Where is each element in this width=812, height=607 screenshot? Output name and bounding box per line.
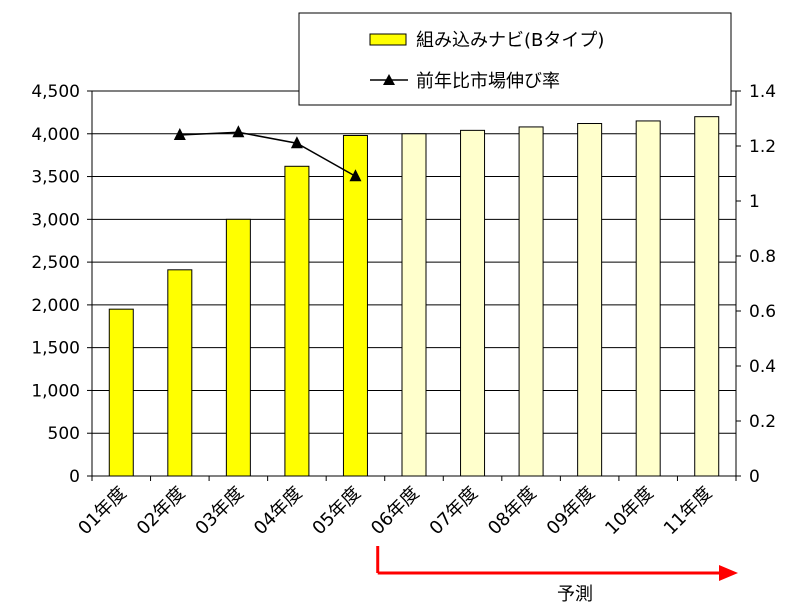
x-tick-label: 03年度 xyxy=(191,483,248,540)
line-marker xyxy=(173,128,186,140)
forecast-arrow-head xyxy=(719,565,738,581)
x-tick-label: 04年度 xyxy=(250,483,307,540)
line-marker xyxy=(349,169,362,182)
right-tick-label: 0.8 xyxy=(749,247,776,267)
right-tick-label: 1.2 xyxy=(749,137,776,157)
line-series xyxy=(173,125,362,182)
x-tick-label: 09年度 xyxy=(543,483,600,540)
bar xyxy=(342,134,368,477)
right-tick-label: 0.4 xyxy=(749,357,776,377)
left-tick-label: 500 xyxy=(48,424,80,444)
x-tick-label: 02年度 xyxy=(133,483,190,540)
legend-box xyxy=(298,12,732,106)
x-tick-label: 06年度 xyxy=(367,483,424,540)
bar-series xyxy=(108,116,720,477)
legend-label-line: 前年比市場伸び率 xyxy=(416,71,560,92)
bar xyxy=(108,308,134,477)
bar xyxy=(518,126,544,477)
left-tick-label: 1,000 xyxy=(31,381,80,401)
left-tick-label: 4,000 xyxy=(31,125,80,145)
bar xyxy=(460,129,486,477)
bar xyxy=(635,120,661,477)
left-tick-label: 2,000 xyxy=(31,296,80,316)
bar xyxy=(225,218,251,477)
right-tick-label: 0.2 xyxy=(749,412,776,432)
line-marker xyxy=(232,125,245,138)
bar xyxy=(284,165,310,477)
left-tick-label: 3,000 xyxy=(31,210,80,230)
x-tick-label: 05年度 xyxy=(308,483,365,540)
x-tick-label: 08年度 xyxy=(484,483,541,540)
forecast-label: 予測 xyxy=(557,584,593,605)
x-tick-label: 01年度 xyxy=(74,483,131,540)
line-series-path xyxy=(179,131,356,177)
axes xyxy=(87,90,741,481)
forecast-annotation: 予測 xyxy=(376,546,738,605)
x-tick-label: 07年度 xyxy=(426,483,483,540)
right-tick-label: 0.6 xyxy=(749,302,776,322)
bar xyxy=(694,116,720,477)
legend-swatch-bar xyxy=(369,33,407,46)
legend-marker-triangle xyxy=(383,74,395,85)
line-marker xyxy=(290,136,303,149)
legend-label-bar: 組み込みナビ(Bタイプ) xyxy=(416,30,604,51)
bar xyxy=(167,269,193,477)
right-tick-label: 1.4 xyxy=(749,82,776,102)
left-tick-label: 4,500 xyxy=(31,82,80,102)
left-tick-label: 3,500 xyxy=(31,168,80,188)
legend: 組み込みナビ(Bタイプ) 前年比市場伸び率 xyxy=(298,12,732,106)
x-tick-label: 11年度 xyxy=(660,483,717,540)
x-tick-label: 10年度 xyxy=(601,483,658,540)
left-tick-label: 2,500 xyxy=(31,253,80,273)
right-tick-label: 1 xyxy=(749,192,760,212)
bar xyxy=(577,123,603,477)
left-tick-label: 0 xyxy=(69,467,80,487)
right-tick-label: 0 xyxy=(749,467,760,487)
left-tick-label: 1,500 xyxy=(31,339,80,359)
bar xyxy=(401,133,427,477)
